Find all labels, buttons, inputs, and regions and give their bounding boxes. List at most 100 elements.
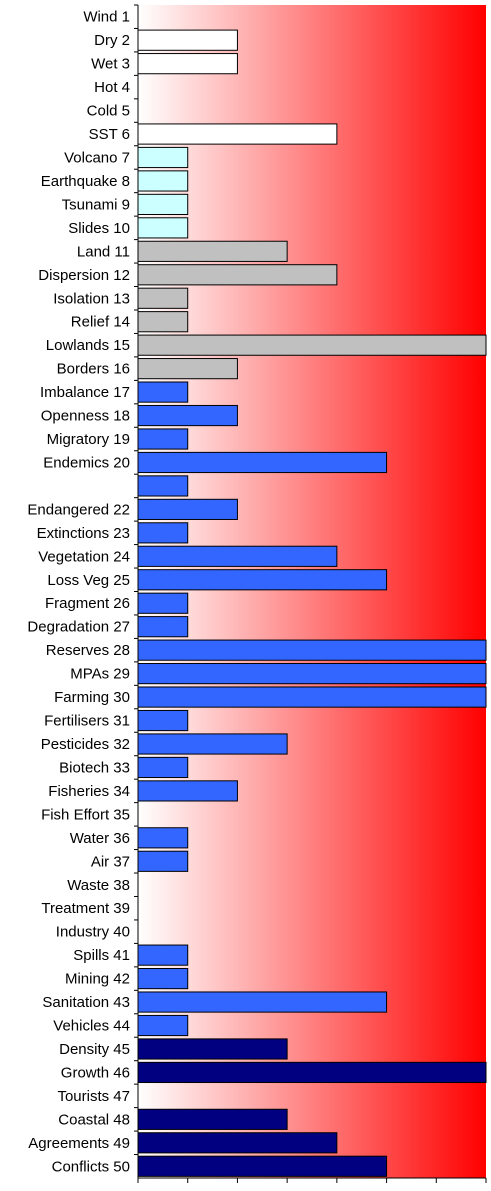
- bar: [137, 29, 238, 51]
- x-tick-label: 6: [432, 1188, 440, 1191]
- bar: [137, 686, 487, 708]
- category-label: Endangered 22: [27, 501, 130, 518]
- bar: [137, 217, 189, 239]
- bar: [137, 944, 189, 966]
- category-label: Sanitation 43: [42, 994, 130, 1011]
- x-tick-label: 5: [382, 1188, 390, 1191]
- bar: [137, 733, 288, 755]
- category-label: Land 11: [77, 243, 130, 260]
- category-label: Dispersion 12: [38, 267, 130, 284]
- bar: [137, 451, 388, 474]
- bar: [137, 475, 189, 497]
- category-label: Coastal 48: [58, 1111, 130, 1128]
- category-label: Fisheries 34: [48, 783, 130, 800]
- category-label: Imbalance 17: [40, 384, 130, 401]
- category-label: Wet 3: [91, 56, 130, 73]
- bar: [137, 193, 189, 215]
- category-label: Water 36: [70, 830, 130, 847]
- category-label: Reserves 28: [46, 642, 130, 659]
- category-label: Hot 4: [94, 79, 130, 96]
- bar: [137, 780, 238, 802]
- category-label: Borders 16: [57, 361, 130, 378]
- bar: [137, 287, 189, 309]
- bar: [137, 334, 487, 356]
- category-label: Migratory 19: [47, 431, 130, 448]
- category-label: Treatment 39: [41, 900, 130, 917]
- category-label: Air 37: [91, 853, 130, 870]
- bar: [137, 1061, 487, 1084]
- category-label: Earthquake 8: [41, 173, 130, 190]
- bar: [137, 428, 189, 450]
- category-label: Degradation 27: [27, 619, 130, 636]
- category-label: Endemics 20: [43, 454, 130, 471]
- bar: [137, 53, 238, 75]
- category-label: Cold 5: [87, 103, 130, 120]
- bar: [137, 170, 189, 192]
- bar: [137, 146, 189, 169]
- category-label: Density 45: [59, 1041, 130, 1058]
- bar: [137, 1132, 338, 1154]
- bar: [137, 522, 189, 544]
- category-label: Fertilisers 31: [44, 713, 130, 730]
- category-label: Mining 42: [65, 971, 130, 988]
- category-label: Wind 1: [83, 9, 130, 26]
- bar: [137, 358, 238, 380]
- x-tick-label: 0: [134, 1188, 142, 1191]
- bar: [137, 1038, 288, 1060]
- category-label: Agreements 49: [28, 1135, 130, 1152]
- category-label: Biotech 33: [59, 759, 130, 776]
- category-label: Waste 38: [67, 877, 130, 894]
- category-label: Volcano 7: [64, 149, 130, 166]
- category-label: Fragment 26: [45, 595, 130, 612]
- category-label: Slides 10: [68, 220, 130, 237]
- bar: [137, 545, 338, 567]
- category-label: Dry 2: [94, 32, 130, 49]
- category-label: Openness 18: [41, 408, 130, 425]
- bar: [137, 663, 487, 685]
- category-label: Conflicts 50: [52, 1158, 130, 1175]
- bar: [137, 381, 189, 403]
- bar: [137, 123, 338, 145]
- category-label: SST 6: [89, 126, 130, 143]
- category-label: Growth 46: [61, 1064, 130, 1081]
- bar: [137, 639, 487, 661]
- x-tick-label: 4: [333, 1188, 341, 1191]
- category-label: Vehicles 44: [53, 1018, 130, 1035]
- category-label: Isolation 13: [53, 290, 130, 307]
- category-label: Industry 40: [56, 924, 130, 941]
- category-label: Tsunami 9: [62, 196, 130, 213]
- bar: [137, 592, 189, 614]
- category-label: Spills 41: [73, 947, 130, 964]
- category-label: Loss Veg 25: [47, 572, 130, 589]
- category-label: Lowlands 15: [46, 337, 130, 354]
- category-label: Tourists 47: [57, 1088, 130, 1105]
- category-label: Farming 30: [54, 689, 130, 706]
- bar: [137, 827, 189, 849]
- bar: [137, 1155, 388, 1177]
- bar: [137, 991, 388, 1013]
- x-tick-label: 1: [184, 1188, 192, 1191]
- bar: [137, 264, 338, 286]
- bar: [137, 240, 288, 262]
- category-label: Relief 14: [71, 314, 130, 331]
- bar: [137, 850, 189, 872]
- category-label: Pesticides 32: [41, 736, 130, 753]
- bar: [137, 968, 189, 990]
- x-tick-label: 7: [482, 1188, 490, 1191]
- bar: [137, 616, 189, 638]
- x-tick-label: 2: [233, 1188, 241, 1191]
- bar: [137, 311, 189, 333]
- bar: [137, 498, 238, 520]
- bar: [137, 756, 189, 779]
- category-label: Vegetation 24: [38, 548, 130, 565]
- x-tick-label: 3: [283, 1188, 291, 1191]
- bar: [137, 1108, 288, 1130]
- category-label: Extinctions 23: [37, 525, 130, 542]
- plot-background: [138, 5, 486, 1178]
- bar: [137, 404, 238, 427]
- category-label: MPAs 29: [70, 666, 130, 683]
- bar: [137, 1014, 189, 1037]
- bar: [137, 709, 189, 732]
- category-label: Fish Effort 35: [41, 806, 130, 823]
